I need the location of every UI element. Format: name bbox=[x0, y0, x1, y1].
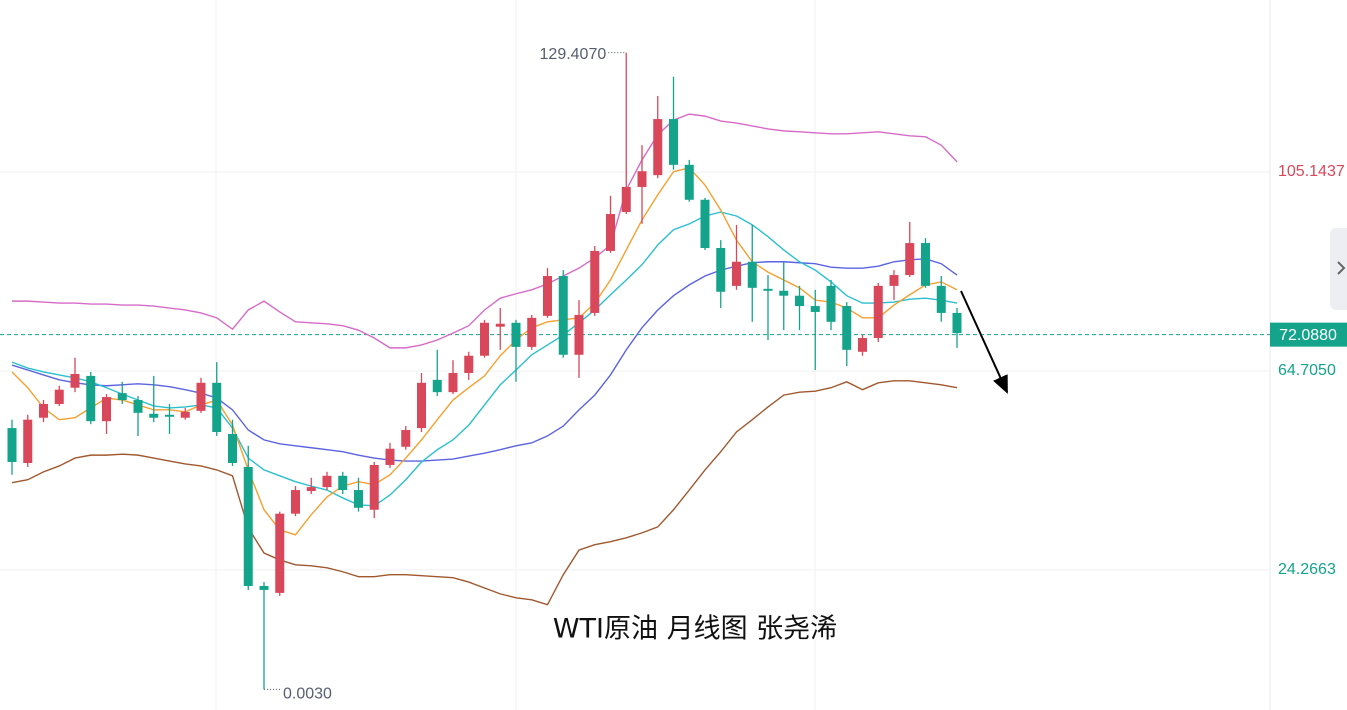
drawn-arrow bbox=[960, 290, 1008, 394]
candle-body bbox=[810, 306, 820, 312]
chart-title: WTI原油 月线图 张尧浠 bbox=[553, 614, 837, 645]
candle-body bbox=[952, 312, 962, 334]
candle-body bbox=[527, 317, 537, 347]
candle-body bbox=[369, 464, 379, 510]
candle-body bbox=[716, 247, 726, 292]
candle-body bbox=[385, 448, 395, 465]
candle-body bbox=[180, 411, 190, 418]
candle-body bbox=[86, 375, 96, 422]
price-axis: 105.1437 64.7050 24.2663 72.0880 bbox=[1270, 163, 1347, 578]
candle-body bbox=[905, 243, 915, 276]
last-price-label: 72.0880 bbox=[1279, 327, 1337, 344]
candle-body bbox=[590, 250, 600, 313]
candle-body bbox=[653, 119, 663, 176]
y-tick-label: 24.2663 bbox=[1278, 561, 1336, 578]
candle-body bbox=[873, 285, 883, 339]
grid bbox=[0, 171, 1270, 571]
candle-body bbox=[228, 433, 237, 464]
candle-body bbox=[243, 466, 253, 587]
candle-body bbox=[574, 314, 584, 355]
candle-body bbox=[842, 306, 852, 350]
candle-body bbox=[39, 403, 48, 418]
candle-body bbox=[558, 276, 568, 355]
candle-body bbox=[23, 419, 33, 464]
candle-body bbox=[322, 475, 332, 488]
candle-body bbox=[70, 373, 80, 388]
candle-body bbox=[291, 490, 300, 514]
candle-body bbox=[621, 186, 631, 213]
candle-body bbox=[306, 487, 316, 492]
candle-body bbox=[54, 389, 64, 404]
y-tick-label: 105.1437 bbox=[1278, 163, 1345, 180]
candle-body bbox=[401, 430, 411, 447]
indicator-line bbox=[12, 113, 958, 349]
candle-body bbox=[779, 290, 789, 296]
candle-body bbox=[7, 428, 17, 463]
candle-body bbox=[464, 355, 474, 373]
candle-body bbox=[511, 322, 521, 347]
candle-body bbox=[117, 393, 127, 401]
candle-body bbox=[763, 288, 773, 291]
candle-body bbox=[700, 199, 710, 248]
candle-body bbox=[889, 275, 899, 286]
candle-body bbox=[275, 513, 285, 593]
candle-body bbox=[495, 323, 505, 327]
candle-body bbox=[543, 276, 552, 316]
candles bbox=[7, 52, 962, 690]
candle-body bbox=[637, 171, 647, 187]
candle-body bbox=[196, 382, 206, 411]
candle-body bbox=[212, 382, 222, 433]
candle-body bbox=[921, 243, 930, 286]
candle-body bbox=[606, 214, 615, 251]
candle-body bbox=[448, 372, 458, 393]
indicator-line bbox=[11, 258, 958, 462]
candle-body bbox=[858, 338, 867, 352]
candle-body bbox=[417, 382, 426, 429]
candle-body bbox=[149, 413, 159, 418]
candle-body bbox=[747, 261, 757, 288]
low-annotation: 0.0030 bbox=[283, 686, 332, 703]
candle-body bbox=[259, 586, 269, 590]
candle-body bbox=[354, 490, 363, 508]
candle-body bbox=[936, 285, 946, 313]
candle-body bbox=[732, 261, 741, 286]
candle-body bbox=[102, 397, 111, 422]
candle-body bbox=[669, 119, 678, 165]
candle-body bbox=[826, 285, 836, 322]
high-annotation: 129.4070 bbox=[540, 46, 607, 63]
candle-body bbox=[684, 164, 694, 200]
last-price-box bbox=[1270, 322, 1347, 347]
candle-body bbox=[165, 414, 174, 417]
side-panel-toggle[interactable] bbox=[1330, 228, 1347, 310]
candle-body bbox=[795, 295, 804, 307]
candle-body bbox=[432, 379, 442, 393]
y-tick-label: 64.7050 bbox=[1278, 362, 1336, 379]
indicator-line bbox=[11, 380, 958, 606]
annotations: 129.4070 0.0030 bbox=[264, 46, 627, 703]
candle-body bbox=[133, 400, 143, 413]
candle-body bbox=[480, 322, 489, 356]
candle-body bbox=[338, 475, 348, 491]
